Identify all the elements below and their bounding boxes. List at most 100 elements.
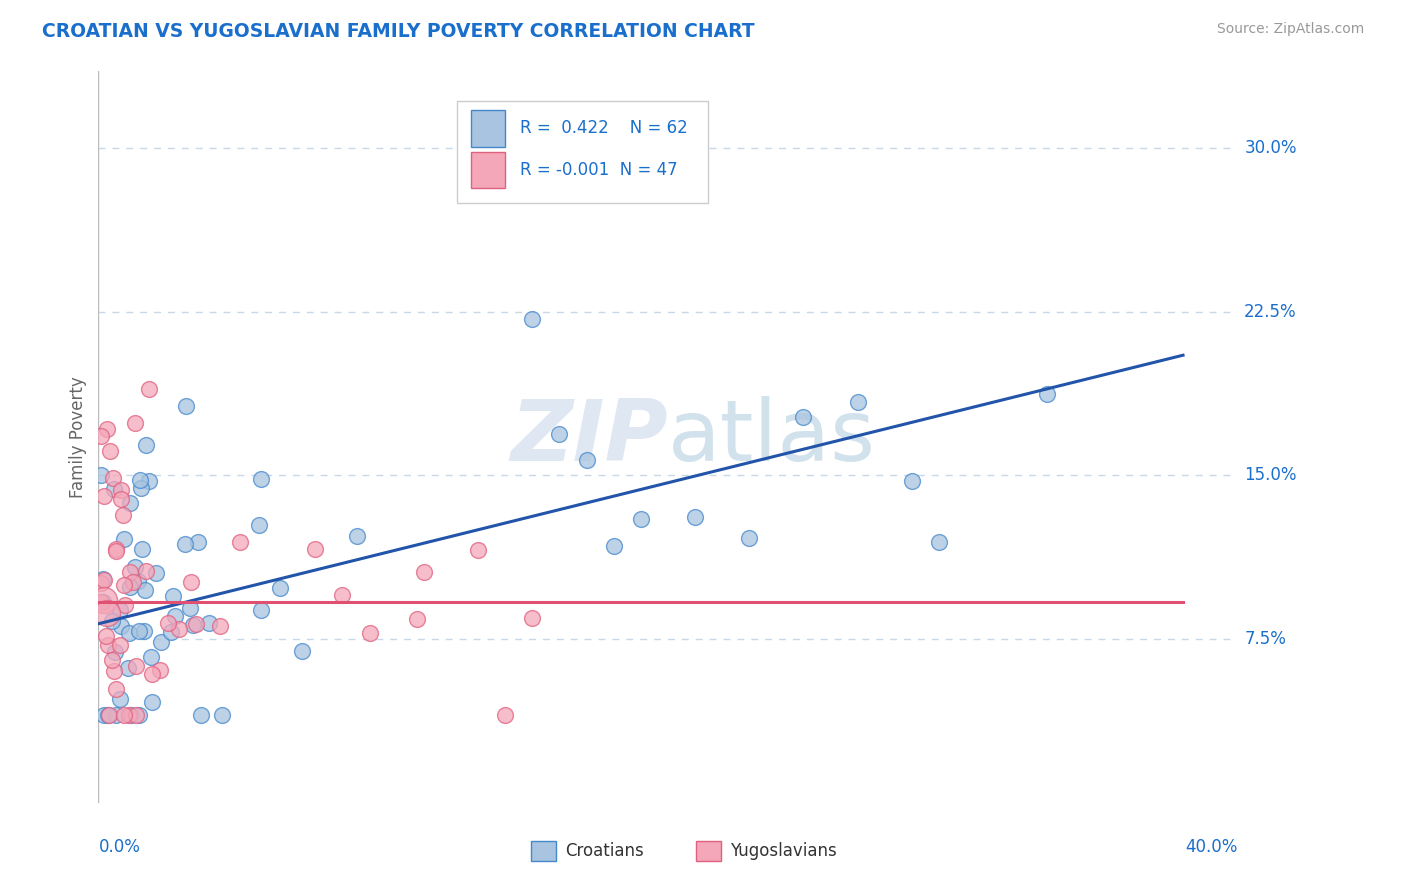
Point [104,543,127,558]
Point [162,589,184,603]
FancyBboxPatch shape [696,841,721,862]
Point [229,535,252,549]
Text: R = -0.001  N = 47: R = -0.001 N = 47 [520,161,678,179]
Point [250,603,273,617]
Point [118,565,141,579]
Point [94,629,117,643]
Point [186,616,208,631]
Point [103,471,125,485]
Point [108,602,131,616]
Point [97,708,120,723]
Point [122,575,145,590]
Point [103,482,125,496]
FancyBboxPatch shape [471,152,505,188]
Point [90,429,112,443]
Point [602,539,624,553]
Point [135,438,157,452]
Point [110,692,132,706]
Point [494,708,516,723]
Point [332,588,354,602]
Point [101,615,124,629]
Text: 15.0%: 15.0% [1244,467,1296,484]
Point [125,708,148,723]
Text: 30.0%: 30.0% [1244,139,1296,157]
Point [111,508,134,523]
Point [117,661,139,675]
Point [211,708,233,723]
Point [128,708,150,723]
Point [96,422,118,436]
Point [291,644,314,658]
Point [120,708,142,723]
Point [90,467,112,482]
Point [105,708,128,723]
Y-axis label: Family Poverty: Family Poverty [69,376,87,498]
Point [138,382,160,396]
Point [129,473,152,487]
Text: ZIP: ZIP [510,395,668,479]
Point [187,535,209,549]
Point [118,580,141,594]
Point [131,541,153,556]
Point [522,611,544,625]
Point [928,534,950,549]
FancyBboxPatch shape [531,841,557,862]
Point [93,708,115,723]
Point [110,483,132,497]
Point [575,453,598,467]
Point [548,426,571,441]
Point [346,529,368,543]
Point [181,618,204,632]
Text: R =  0.422    N = 62: R = 0.422 N = 62 [520,120,688,137]
Point [406,612,429,626]
Point [160,624,183,639]
Point [139,649,162,664]
Text: 22.5%: 22.5% [1244,302,1296,320]
Point [250,472,273,486]
Point [129,481,152,495]
Point [110,638,132,652]
Point [157,616,180,631]
Point [247,517,270,532]
Point [93,592,115,607]
Point [90,575,112,590]
Point [110,491,132,506]
Point [167,622,190,636]
FancyBboxPatch shape [471,110,505,146]
Point [738,531,761,545]
Point [304,541,326,556]
Point [112,578,135,592]
Point [118,708,141,723]
FancyBboxPatch shape [457,101,707,203]
Point [98,443,121,458]
Text: 0.0%: 0.0% [98,838,141,855]
Point [91,572,114,586]
Point [105,682,128,697]
Point [522,312,544,326]
Point [127,574,149,588]
Point [359,625,381,640]
Point [190,708,212,723]
Point [179,600,201,615]
Point [1036,386,1059,401]
Point [141,695,163,709]
Point [114,598,136,612]
Point [630,512,652,526]
Text: 7.5%: 7.5% [1244,630,1286,648]
Point [412,565,434,579]
Point [112,708,135,723]
Point [105,542,128,557]
Point [792,409,814,424]
Point [101,653,124,667]
Point [124,560,146,574]
Point [118,496,141,510]
Point [901,474,924,488]
Point [112,533,135,547]
Point [467,542,489,557]
Text: Source: ZipAtlas.com: Source: ZipAtlas.com [1216,22,1364,37]
Point [141,667,163,681]
Text: Yugoslavians: Yugoslavians [731,842,837,860]
Point [103,664,125,678]
Point [93,573,115,587]
Text: CROATIAN VS YUGOSLAVIAN FAMILY POVERTY CORRELATION CHART: CROATIAN VS YUGOSLAVIAN FAMILY POVERTY C… [42,22,755,41]
